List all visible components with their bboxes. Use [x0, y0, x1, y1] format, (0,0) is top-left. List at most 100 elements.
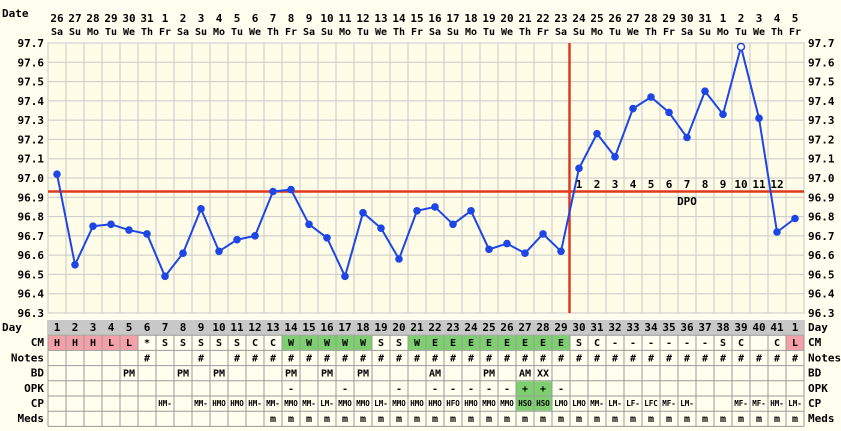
row-cell: # [594, 353, 600, 364]
row-cell: H [90, 338, 96, 349]
date-label: Date [2, 7, 29, 20]
row-cell: MF- [752, 399, 766, 408]
row-cell: HSO [518, 399, 532, 408]
row-cell: H [54, 338, 60, 349]
weekday-tick: Sa [429, 27, 441, 38]
cycle-day-cell: 35 [662, 321, 675, 334]
weekday-tick: Su [69, 27, 81, 38]
row-cell: + [522, 384, 528, 395]
date-tick: 31 [698, 12, 712, 25]
temperature-point [287, 185, 295, 194]
row-cell: MMO [284, 399, 298, 408]
row-cell: # [684, 353, 690, 364]
date-tick: 30 [680, 12, 693, 25]
cycle-day-cell: 4 [108, 321, 115, 334]
weekday-tick: Th [141, 27, 153, 38]
y-tick-left: 96.4 [18, 288, 45, 301]
row-cell: C [594, 338, 600, 349]
y-tick-right: 96.6 [808, 249, 835, 262]
cycle-day-cell: 14 [284, 321, 298, 334]
row-cell: W [288, 338, 295, 349]
date-tick: 18 [464, 12, 477, 25]
row-cell: LM- [374, 399, 388, 408]
date-tick: 4 [774, 12, 781, 25]
cycle-day-cell: 1 [54, 321, 61, 334]
temperature-point [773, 228, 781, 236]
date-tick: 10 [320, 12, 333, 25]
dpo-number: 4 [630, 178, 637, 191]
row-cell: m [756, 414, 762, 425]
temperature-point-open [736, 42, 746, 52]
date-tick: 1 [720, 12, 727, 25]
date-tick: 30 [122, 12, 135, 25]
row-cell: # [342, 353, 348, 364]
row-cell: # [252, 353, 258, 364]
row-cell: HMO [230, 399, 244, 408]
cell-highlight [516, 396, 534, 411]
row-cell: MMO [338, 399, 352, 408]
weekday-tick: Mo [339, 27, 351, 38]
temperature-point [251, 232, 259, 240]
row-cell: HMO [428, 399, 442, 408]
temperature-point [377, 224, 385, 232]
y-tick-left: 96.7 [18, 230, 45, 243]
weekday-tick: Th [393, 27, 405, 38]
cycle-day-cell: 9 [198, 321, 205, 334]
row-cell: m [720, 414, 726, 425]
row-cell: HM- [770, 399, 784, 408]
row-cell: - [648, 338, 654, 349]
date-tick: 2 [180, 12, 187, 25]
weekday-tick: Tu [105, 27, 117, 38]
row-cell: m [738, 414, 744, 425]
date-header: Date 26 27 28 29 30 31 1 2 3 4 5 6 7 8 9 10 11 12 13 14 15 16 1… [2, 7, 801, 38]
row-cell: E [432, 338, 438, 349]
temperature-point [161, 272, 169, 281]
cell-highlight [48, 335, 66, 350]
row-cell: # [324, 353, 330, 364]
row-cell: m [594, 414, 600, 425]
cycle-day-cell: 24 [464, 321, 478, 334]
day-row-label: Day [2, 321, 22, 334]
date-tick: 21 [518, 12, 532, 25]
date-tick: 11 [338, 12, 352, 25]
y-tick-left: 97.0 [18, 172, 45, 185]
date-tick: 27 [626, 12, 639, 25]
temperature-point [431, 203, 439, 211]
weekday-tick: Mo [717, 27, 729, 38]
row-cell: # [396, 353, 402, 364]
y-tick-left: 97.7 [18, 37, 45, 50]
row-cell: HMO [212, 399, 226, 408]
weekday-tick: Su [447, 27, 459, 38]
temperature-point [125, 226, 133, 234]
row-label-left: Notes [11, 351, 44, 364]
row-label-left: BD [31, 367, 45, 380]
row-cell: E [450, 338, 456, 349]
temperature-point [719, 110, 727, 119]
y-tick-right: 97.0 [808, 172, 835, 185]
date-tick: 16 [428, 12, 442, 25]
row-cell: E [540, 338, 546, 349]
row-cell: S [378, 338, 384, 349]
row-label-left: OPK [24, 382, 44, 395]
row-cell: m [612, 414, 618, 425]
row-cell: m [378, 414, 384, 425]
row-cell: AM [519, 369, 531, 380]
date-tick: 7 [270, 12, 277, 25]
cycle-day-cell: 32 [608, 321, 621, 334]
row-cell: # [450, 353, 456, 364]
cycle-day-cell: 26 [500, 321, 514, 334]
grid [47, 42, 805, 427]
row-cell: C [252, 338, 258, 349]
weekday-tick: Tu [735, 27, 747, 38]
cell-highlight [408, 335, 426, 350]
row-cell: # [702, 353, 708, 364]
row-cell: # [666, 353, 672, 364]
weekday-tick: We [501, 27, 513, 38]
row-label-right: OPK [808, 382, 828, 395]
temperature-point [215, 247, 223, 256]
weekday-tick: Mo [87, 27, 99, 38]
row-cell: MM- [590, 399, 604, 408]
temperature-point [701, 87, 709, 96]
row-cell: m [342, 414, 348, 425]
weekday-tick: Su [195, 27, 207, 38]
